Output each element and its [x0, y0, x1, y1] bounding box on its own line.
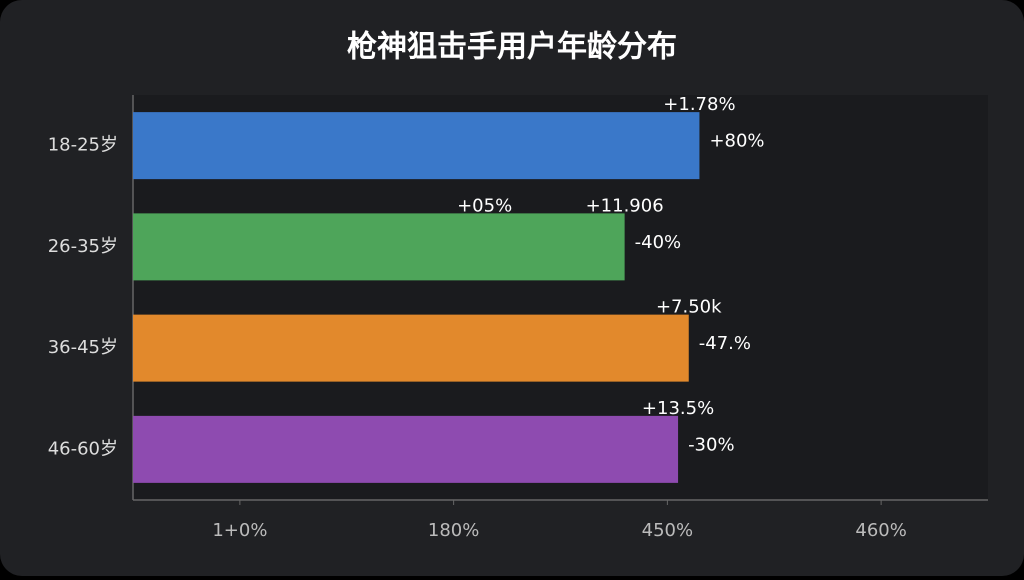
x-tick-label: 180%: [428, 520, 479, 541]
bar: [133, 415, 679, 483]
value-label: -47.%: [699, 333, 751, 354]
annotation: +13.5%: [642, 398, 714, 419]
y-tick-label: 18-25岁: [48, 135, 118, 156]
x-tick-label: 1+0%: [212, 520, 267, 541]
annotation: +05%: [457, 195, 512, 216]
value-label: +80%: [709, 131, 764, 152]
annotation: +7.50k: [656, 297, 722, 318]
x-tick-label: 450%: [642, 520, 693, 541]
value-label: -40%: [635, 232, 682, 253]
y-tick-label: 26-35岁: [48, 236, 118, 257]
chart-title: 枪神狙击手用户年龄分布: [347, 30, 677, 65]
x-tick-label: 460%: [855, 520, 906, 541]
annotation: +1.78%: [663, 94, 735, 115]
y-tick-label: 46-60岁: [48, 438, 118, 459]
bar: [133, 112, 700, 180]
value-label: -30%: [688, 434, 735, 455]
bar: [133, 213, 625, 281]
annotation: +11.906: [586, 195, 664, 216]
bar: [133, 314, 689, 382]
y-tick-label: 36-45岁: [48, 337, 118, 358]
